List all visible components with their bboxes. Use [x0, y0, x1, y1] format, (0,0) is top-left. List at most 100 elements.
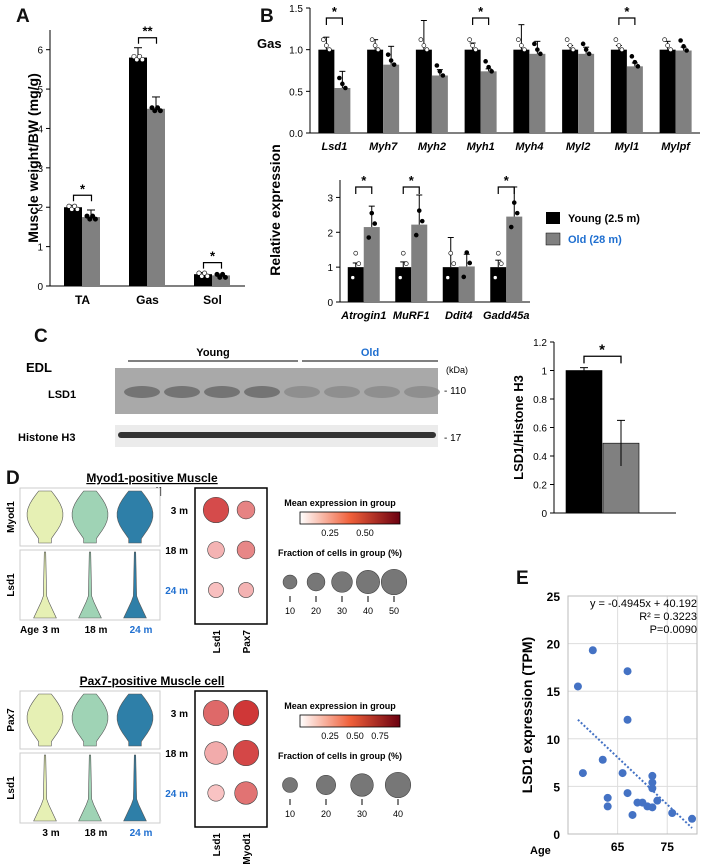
b2-point	[350, 275, 356, 280]
c-band-lsd1	[284, 386, 320, 398]
a-point	[66, 203, 72, 209]
b1-y-tick-label: 1.5	[289, 4, 303, 15]
b1-bar	[610, 49, 627, 133]
b1-point	[567, 43, 573, 48]
d-frac-tick-label: 30	[357, 809, 367, 819]
d-age-label: Age	[20, 625, 39, 636]
b1-category-label: Lsd1	[322, 141, 348, 153]
a-point	[152, 108, 158, 114]
e-point	[648, 771, 657, 780]
c-y-tick-label: 0	[541, 509, 547, 520]
e-y-tick-label: 5	[553, 780, 560, 794]
b2-category-label: Gadd45a	[483, 310, 529, 322]
b2-bar	[363, 227, 380, 302]
b1-sig-star: *	[478, 4, 484, 19]
d-dot	[236, 540, 256, 560]
c-band-lsd1	[404, 386, 440, 398]
d-frac-dot	[356, 570, 380, 594]
b1-bar	[334, 88, 351, 133]
b1-point	[327, 47, 332, 52]
d-frac-dot	[331, 571, 353, 593]
d-mean-colorbar	[299, 511, 401, 525]
b1-point	[522, 47, 527, 52]
e-point	[573, 682, 582, 691]
b1-point	[440, 73, 446, 78]
b1-bar	[415, 49, 432, 133]
b2-bar	[347, 267, 364, 302]
b2-bar	[442, 267, 459, 302]
d-dot	[204, 741, 228, 765]
c-band-lsd1	[364, 386, 400, 398]
b2-category-label: MuRF1	[393, 310, 430, 322]
b2-point	[508, 224, 514, 230]
b1-point	[486, 64, 491, 70]
panel-b-chart: 0.0 0.5 1.0 1.5 Gas * Lsd1 Myh7 Myh2 * Myh1 Myh4 Myl…	[257, 4, 700, 322]
b1-bar	[562, 49, 579, 133]
a-point	[84, 213, 90, 219]
e-annotation: P=0.0090	[650, 624, 697, 636]
a-point	[69, 206, 75, 212]
d-dot	[202, 699, 230, 727]
a-bar	[194, 274, 212, 286]
e-annotation: y = -0.4945x + 40.192	[590, 598, 697, 610]
b2-point	[356, 261, 362, 266]
b1-sig-star: *	[332, 4, 338, 19]
e-point	[653, 796, 662, 805]
panel-e-scatter: 0 5 10 15 20 25 65 75 Age LSD1 expression (TPM) y …	[519, 590, 698, 857]
d-frac-tick-label: 20	[321, 809, 331, 819]
b2-sig-star: *	[361, 173, 367, 188]
b1-point	[619, 47, 625, 52]
d-dot-row-label: 3 m	[171, 506, 188, 517]
legend-young-label: Young (2.5 m)	[568, 213, 640, 225]
a-category-label: TA	[75, 293, 90, 307]
c-mw1: - 110	[444, 386, 466, 397]
b1-point	[385, 52, 391, 57]
panel-letter-c: C	[34, 326, 48, 347]
b1-bar	[367, 49, 384, 133]
c-y-tick-label: 0.4	[533, 452, 547, 463]
c-band-lsd1	[164, 386, 200, 398]
b1-point	[470, 43, 475, 48]
b2-point	[413, 232, 419, 238]
e-point	[668, 809, 677, 818]
violin	[71, 490, 109, 544]
b1-point	[535, 47, 540, 52]
b1-category-label: Myh1	[467, 141, 495, 153]
e-point	[688, 814, 697, 823]
d-frac-tick-label: 40	[363, 606, 373, 616]
d-dot-row-label: 18 m	[165, 749, 188, 760]
c-y-label: LSD1/Histone H3	[511, 375, 526, 480]
b2-point	[445, 275, 451, 280]
e-y-tick-label: 0	[553, 828, 560, 842]
b1-point	[340, 81, 345, 87]
b2-point	[419, 218, 425, 224]
d-dot	[238, 582, 254, 598]
violin	[71, 693, 109, 747]
violin	[123, 754, 147, 822]
c-band-lsd1	[244, 386, 280, 398]
e-point	[648, 778, 657, 787]
a-point	[149, 105, 155, 111]
a-point	[139, 57, 145, 63]
b1-point	[570, 47, 576, 52]
a-point	[90, 213, 96, 219]
c-sig-bracket	[583, 355, 622, 364]
a-y-tick-label: 1	[37, 243, 43, 254]
c-band2-label: Histone H3	[18, 432, 75, 444]
e-point	[648, 803, 657, 812]
d-frac-title: Fraction of cells in group (%)	[278, 548, 402, 558]
violin	[78, 551, 102, 619]
a-point	[199, 273, 205, 279]
d-mean-tick: 0.50	[356, 528, 374, 538]
b1-point	[483, 59, 488, 64]
d-dot	[232, 699, 260, 727]
b2-point	[451, 261, 457, 266]
d-violin-gene-2: Lsd1	[6, 573, 17, 597]
d-dot-gene-label: Lsd1	[212, 630, 223, 654]
a-bar	[82, 217, 100, 286]
d-mean-tick: 0.75	[371, 731, 389, 741]
d-dot	[202, 496, 230, 524]
b1-category-label: Myh7	[369, 141, 398, 153]
b1-point	[467, 37, 472, 42]
c-band1-label: LSD1	[48, 389, 76, 401]
